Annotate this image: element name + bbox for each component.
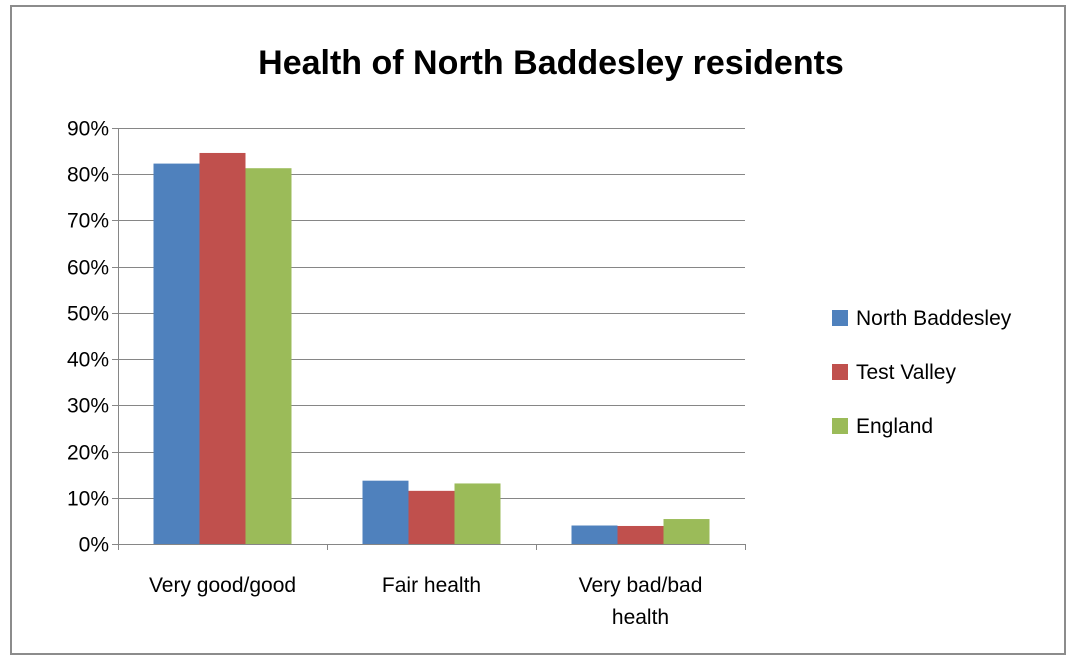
chart-title: Health of North Baddesley residents: [258, 44, 844, 82]
x-tick-label: health: [612, 606, 669, 629]
axes: [112, 128, 746, 550]
bar-test-valley: [408, 490, 455, 544]
legend: North Baddesley Test Valley England: [832, 307, 1012, 438]
bar-england: [663, 519, 710, 544]
legend-label: Test Valley: [856, 361, 956, 384]
bar-england: [245, 168, 292, 545]
bar-england: [454, 483, 501, 544]
y-tick-label: 30%: [67, 395, 109, 418]
y-tick-label: 90%: [67, 118, 109, 141]
x-tick-label: Very bad/bad: [579, 574, 703, 597]
legend-label: England: [856, 415, 933, 438]
bar-north-baddesley: [362, 480, 409, 544]
y-tick-label: 20%: [67, 442, 109, 465]
legend-label: North Baddesley: [856, 307, 1012, 330]
bar-north-baddesley: [153, 163, 200, 544]
legend-swatch: [832, 364, 848, 380]
legend-swatch: [832, 310, 848, 326]
bars: [153, 152, 710, 545]
x-tick-label: Very good/good: [149, 574, 296, 597]
bar-test-valley: [199, 152, 246, 544]
bar-north-baddesley: [571, 525, 618, 544]
y-tick-label: 60%: [67, 257, 109, 280]
legend-swatch: [832, 418, 848, 434]
x-tick-label: Fair health: [382, 574, 481, 597]
y-tick-label: 70%: [67, 210, 109, 233]
y-axis-ticks: 0% 10% 20% 30% 40% 50% 60% 70% 80% 90%: [67, 118, 109, 557]
bar-test-valley: [617, 525, 664, 544]
y-tick-label: 40%: [67, 349, 109, 372]
x-axis-labels: Very good/good Fair health Very bad/bad hea…: [149, 574, 702, 629]
y-tick-label: 0%: [79, 534, 109, 557]
y-tick-label: 50%: [67, 303, 109, 326]
y-tick-label: 10%: [67, 488, 109, 511]
y-tick-label: 80%: [67, 164, 109, 187]
